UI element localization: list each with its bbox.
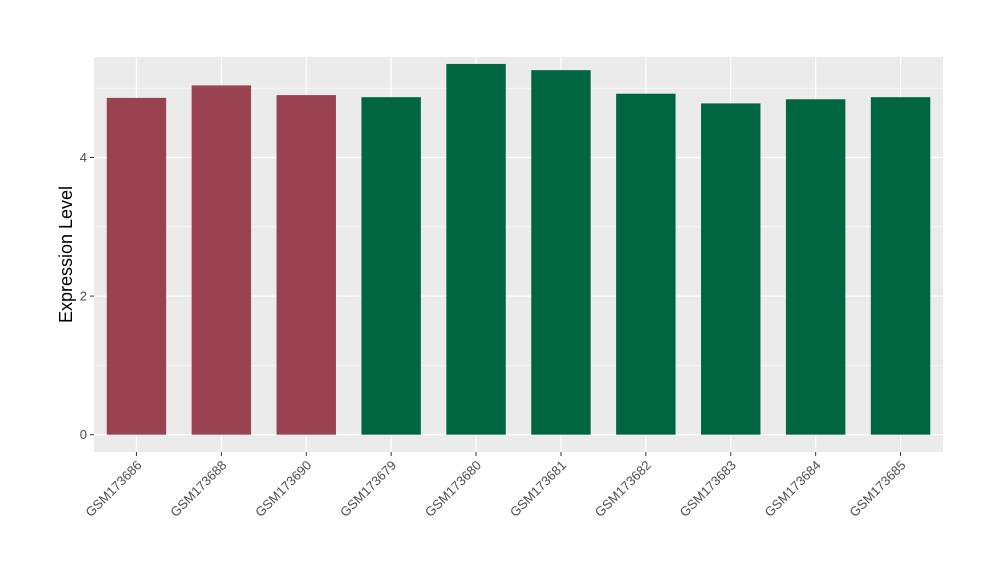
- x-tick-label: GSM173682: [592, 458, 654, 520]
- bar-GSM173682: [616, 93, 676, 435]
- x-tick-label: GSM173680: [422, 458, 484, 520]
- x-tick-label: GSM173688: [167, 458, 229, 520]
- bar-GSM173690: [276, 95, 336, 435]
- x-tick-label: GSM173690: [252, 458, 314, 520]
- y-tick-label: 4: [80, 150, 87, 165]
- x-tick-label: GSM173685: [846, 458, 908, 520]
- y-tick-label: 0: [80, 427, 87, 442]
- x-axis: GSM173686 GSM173688 GSM173690 GSM173679 GSM1…: [82, 452, 909, 520]
- bar-GSM173679: [361, 97, 421, 435]
- x-tick-label: GSM173681: [507, 458, 569, 520]
- y-tick-label: 2: [80, 289, 87, 304]
- x-tick-label: GSM173679: [337, 458, 399, 520]
- bar-GSM173684: [785, 99, 846, 435]
- x-tick-label: GSM173686: [82, 458, 144, 520]
- bar-GSM173680: [446, 63, 506, 435]
- y-axis-title: Expression Level: [56, 186, 76, 323]
- bar-GSM173685: [870, 97, 931, 435]
- bar-GSM173688: [191, 85, 252, 435]
- bar-GSM173683: [701, 103, 761, 435]
- bars: [106, 63, 931, 435]
- y-axis: 0 2 4: [80, 150, 94, 442]
- bar-GSM173686: [106, 97, 167, 435]
- x-tick-label: GSM173683: [677, 458, 739, 520]
- x-tick-label: GSM173684: [762, 458, 824, 520]
- bar-GSM173681: [531, 70, 591, 435]
